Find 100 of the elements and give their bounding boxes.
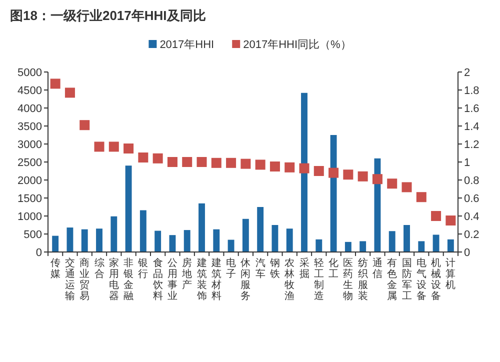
x-tick-label: 计算机 (446, 257, 456, 291)
y-tick-label: 3500 (18, 121, 42, 133)
y2-tick-label: 1 (464, 157, 470, 169)
x-tick-label: 商业贸易 (80, 257, 90, 302)
x-tick-label: 建筑材料 (210, 257, 222, 302)
x-tick-label: 交通运输 (64, 257, 75, 302)
point (446, 216, 456, 226)
y2-tick-label: 1.2 (464, 139, 480, 151)
bar (432, 234, 440, 252)
x-tick-label: 医药生物 (343, 258, 354, 302)
point (299, 163, 310, 174)
y-tick-label: 4500 (18, 85, 42, 97)
point (328, 168, 339, 178)
point (167, 157, 178, 167)
point (387, 178, 398, 189)
y2-tick-label: 0.8 (464, 175, 480, 187)
bar (301, 92, 308, 252)
bar (66, 228, 74, 252)
bar (447, 239, 454, 252)
y2-tick-label: 0.2 (464, 229, 480, 241)
x-tick-label: 综合 (94, 257, 104, 280)
y-tick-label: 2500 (18, 157, 42, 169)
point (211, 158, 222, 168)
y-tick-label: 2000 (18, 175, 42, 187)
point (284, 162, 295, 172)
y-tick-label: 0 (36, 247, 42, 259)
point (138, 152, 148, 162)
x-tick-label: 电子 (226, 257, 236, 280)
point (431, 211, 442, 221)
bar (140, 210, 146, 252)
x-tick-label: 房地产 (181, 257, 192, 291)
bar (198, 203, 205, 252)
x-tick-label: 采掘 (299, 257, 310, 280)
x-tick-label: 休闲服务 (240, 258, 251, 302)
x-tick-label: 传媒 (50, 258, 60, 280)
point (240, 158, 251, 169)
x-tick-label: 纺织服装 (358, 257, 368, 302)
point (80, 120, 90, 130)
bar (169, 235, 176, 252)
bar (96, 228, 102, 252)
legend-label: 2017年HHI (160, 39, 214, 51)
x-tick-label: 机械设备 (431, 257, 442, 302)
y-tick-label: 1500 (18, 193, 42, 205)
x-tick-label: 有色金属 (387, 257, 398, 302)
point (108, 142, 119, 152)
chart-title: 图18：一级行业2017年HHI及同比 (10, 8, 206, 23)
point (64, 88, 75, 98)
point (226, 158, 236, 168)
bar (316, 239, 322, 252)
y2-tick-label: 2 (464, 67, 470, 79)
x-tick-label: 通信 (372, 257, 382, 280)
y-tick-label: 500 (24, 229, 42, 241)
x-tick-label: 建筑装饰 (196, 257, 207, 302)
point (196, 157, 207, 167)
point (343, 170, 354, 180)
point (416, 192, 426, 202)
bar (330, 135, 337, 252)
bar (404, 225, 410, 252)
y2-tick-label: 1.6 (464, 103, 480, 115)
x-tick-label: 轻工制造 (314, 257, 324, 302)
point (94, 142, 104, 152)
bar (81, 229, 88, 252)
x-tick-label: 非银金融 (122, 257, 134, 302)
point (255, 160, 266, 170)
x-tick-label: 国防军工 (402, 258, 412, 302)
y-tick-label: 4000 (18, 103, 42, 115)
x-tick-label: 化工 (328, 257, 339, 280)
bar (184, 230, 190, 252)
point (152, 153, 163, 164)
point (270, 162, 280, 172)
bar (344, 242, 352, 252)
point (372, 174, 382, 184)
x-tick-label: 汽车 (255, 257, 266, 280)
bar (418, 241, 425, 252)
bar (286, 228, 293, 252)
bar (125, 166, 132, 252)
y-tick-label: 1000 (18, 211, 42, 223)
bar (360, 241, 366, 252)
x-tick-label: 电气设备 (416, 257, 426, 302)
bar (213, 229, 220, 252)
x-tick-label: 公用事业 (167, 257, 178, 302)
point (402, 182, 412, 192)
bar (110, 216, 118, 252)
bar (154, 230, 162, 252)
point (50, 78, 60, 89)
point (358, 171, 368, 182)
bar (52, 236, 59, 252)
bar (272, 225, 278, 252)
bar (228, 240, 234, 252)
bar (242, 218, 249, 252)
y2-tick-label: 0 (464, 247, 470, 259)
y2-tick-label: 1.8 (464, 85, 480, 97)
bar (257, 207, 264, 252)
x-tick-label: 农林牧渔 (284, 258, 295, 302)
point (182, 157, 192, 167)
bar (388, 231, 396, 252)
x-tick-label: 食品饮料 (152, 257, 163, 302)
y-tick-label: 3000 (18, 139, 42, 151)
x-tick-label: 家用电器 (108, 257, 119, 302)
y2-tick-label: 1.4 (464, 121, 480, 133)
